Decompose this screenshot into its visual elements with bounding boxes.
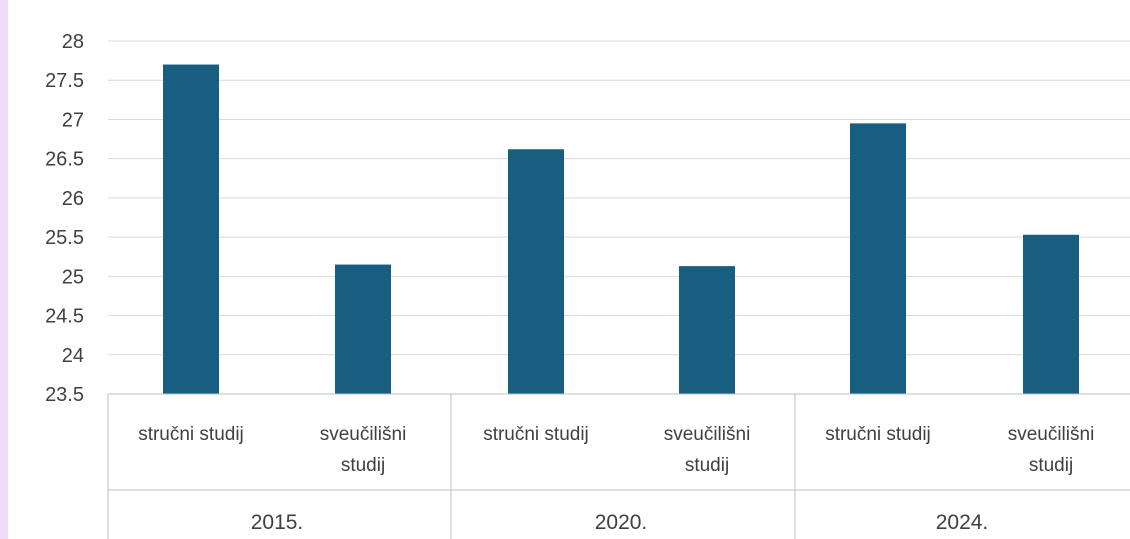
y-tick-label: 27 [62, 109, 84, 131]
category-label: stručni studij [825, 424, 931, 445]
gridlines [108, 40, 1130, 356]
category-label: stručni studij [138, 424, 244, 445]
labels: 23.5 24 24.5 25 25.5 26 26.5 27 27.5 28 stručni st… [45, 31, 1094, 534]
bar [1023, 234, 1079, 394]
y-tick-label: 24 [62, 345, 84, 367]
category-label: studij [1029, 455, 1073, 476]
group-label: 2015. [251, 511, 304, 534]
category-label: studij [341, 455, 385, 476]
category-label: stručni studij [483, 424, 589, 445]
y-tick-label: 23.5 [45, 384, 84, 406]
y-tick-label: 28 [62, 31, 84, 53]
y-tick-label: 25 [62, 266, 84, 288]
group-label: 2020. [595, 511, 648, 534]
bar [163, 64, 219, 395]
group-label: 2024. [936, 511, 989, 534]
bar [508, 149, 564, 394]
y-tick-label: 26 [62, 188, 84, 210]
category-label: sveučilišni [1008, 424, 1095, 445]
bar [679, 266, 735, 394]
left-accent-strip [0, 0, 8, 539]
bar [335, 264, 391, 394]
category-label: sveučilišni [320, 424, 407, 445]
category-label: studij [685, 455, 729, 476]
category-label: sveučilišni [664, 424, 751, 445]
y-tick-label: 25.5 [45, 227, 84, 249]
bar [850, 123, 906, 394]
y-tick-label: 26.5 [45, 149, 84, 171]
y-tick-label: 27.5 [45, 70, 84, 92]
y-tick-label: 24.5 [45, 306, 84, 328]
axes [107, 393, 1130, 539]
bars [163, 64, 1079, 395]
